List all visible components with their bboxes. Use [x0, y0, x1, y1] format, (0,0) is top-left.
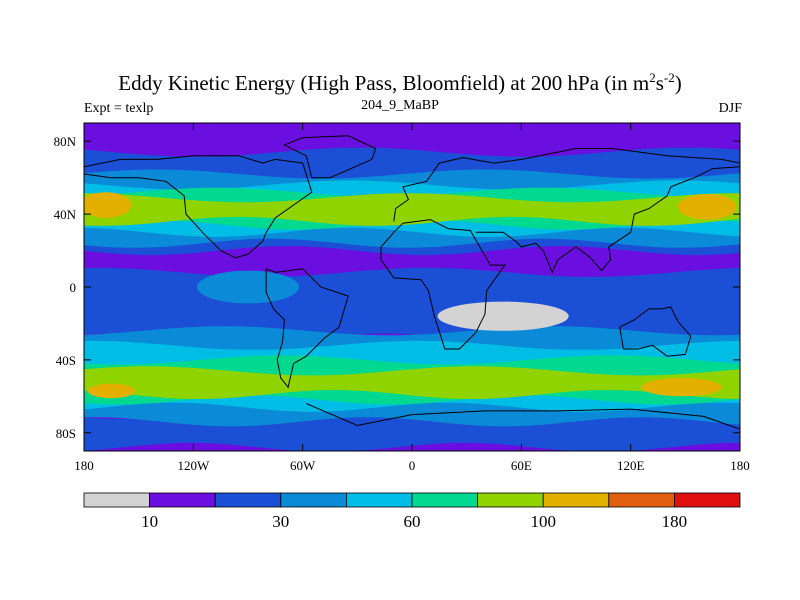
- colorbar-box: [345, 492, 413, 508]
- y-tick-label: 80S: [56, 426, 76, 441]
- colorbar-label: 10: [141, 512, 158, 531]
- y-tick-label: 80N: [54, 134, 77, 149]
- coastline-segment: [475, 166, 740, 274]
- coastline-segment: [283, 135, 377, 179]
- colorbar-box: [280, 492, 347, 508]
- coastline-segment: [265, 268, 349, 389]
- x-tick-label: 180: [74, 458, 94, 473]
- run-id-label: 204_9_MaBP: [361, 98, 439, 113]
- x-tick-label: 120E: [617, 458, 645, 473]
- x-tick-label: 60W: [290, 458, 316, 473]
- colorbar-box: [674, 492, 741, 508]
- colorbar-box: [477, 492, 544, 508]
- colorbar-box: [542, 492, 610, 508]
- chart-title: Eddy Kinetic Energy (High Pass, Bloomfie…: [118, 70, 682, 95]
- coastline-segment: [306, 403, 740, 430]
- colorbar-box: [149, 492, 216, 508]
- y-tick-label: 40S: [56, 353, 76, 368]
- contour-band: [84, 366, 740, 399]
- coastline-segment: [380, 219, 506, 350]
- coastline-segment: [84, 155, 313, 259]
- colorbar-label: 60: [404, 512, 421, 531]
- y-tick-label: 40N: [54, 207, 77, 222]
- contour-region: [678, 194, 737, 220]
- contour-region: [87, 383, 135, 399]
- contour-region: [197, 270, 299, 304]
- x-tick-label: 0: [409, 458, 416, 473]
- experiment-label: Expt = texlp: [84, 101, 154, 116]
- colorbar-box: [83, 492, 150, 508]
- contour-region: [437, 301, 569, 331]
- coastline-segment: [619, 306, 692, 357]
- colorbar-label: 180: [662, 512, 688, 531]
- x-tick-label: 60E: [511, 458, 532, 473]
- y-tick-label: 0: [70, 280, 77, 295]
- x-tick-label: 180: [730, 458, 750, 473]
- coastline-segment: [393, 148, 740, 222]
- x-tick-label: 120W: [177, 458, 210, 473]
- coastline-outline: [84, 135, 740, 430]
- colorbar-box: [608, 492, 675, 508]
- contour-band: [84, 193, 740, 226]
- contour-region: [84, 192, 132, 218]
- contour-region: [641, 378, 722, 397]
- season-label: DJF: [718, 101, 742, 116]
- colorbar-label: 100: [530, 512, 556, 531]
- colorbar-box: [411, 492, 478, 508]
- colorbar-label: 30: [272, 512, 289, 531]
- colorbar-box: [214, 492, 282, 508]
